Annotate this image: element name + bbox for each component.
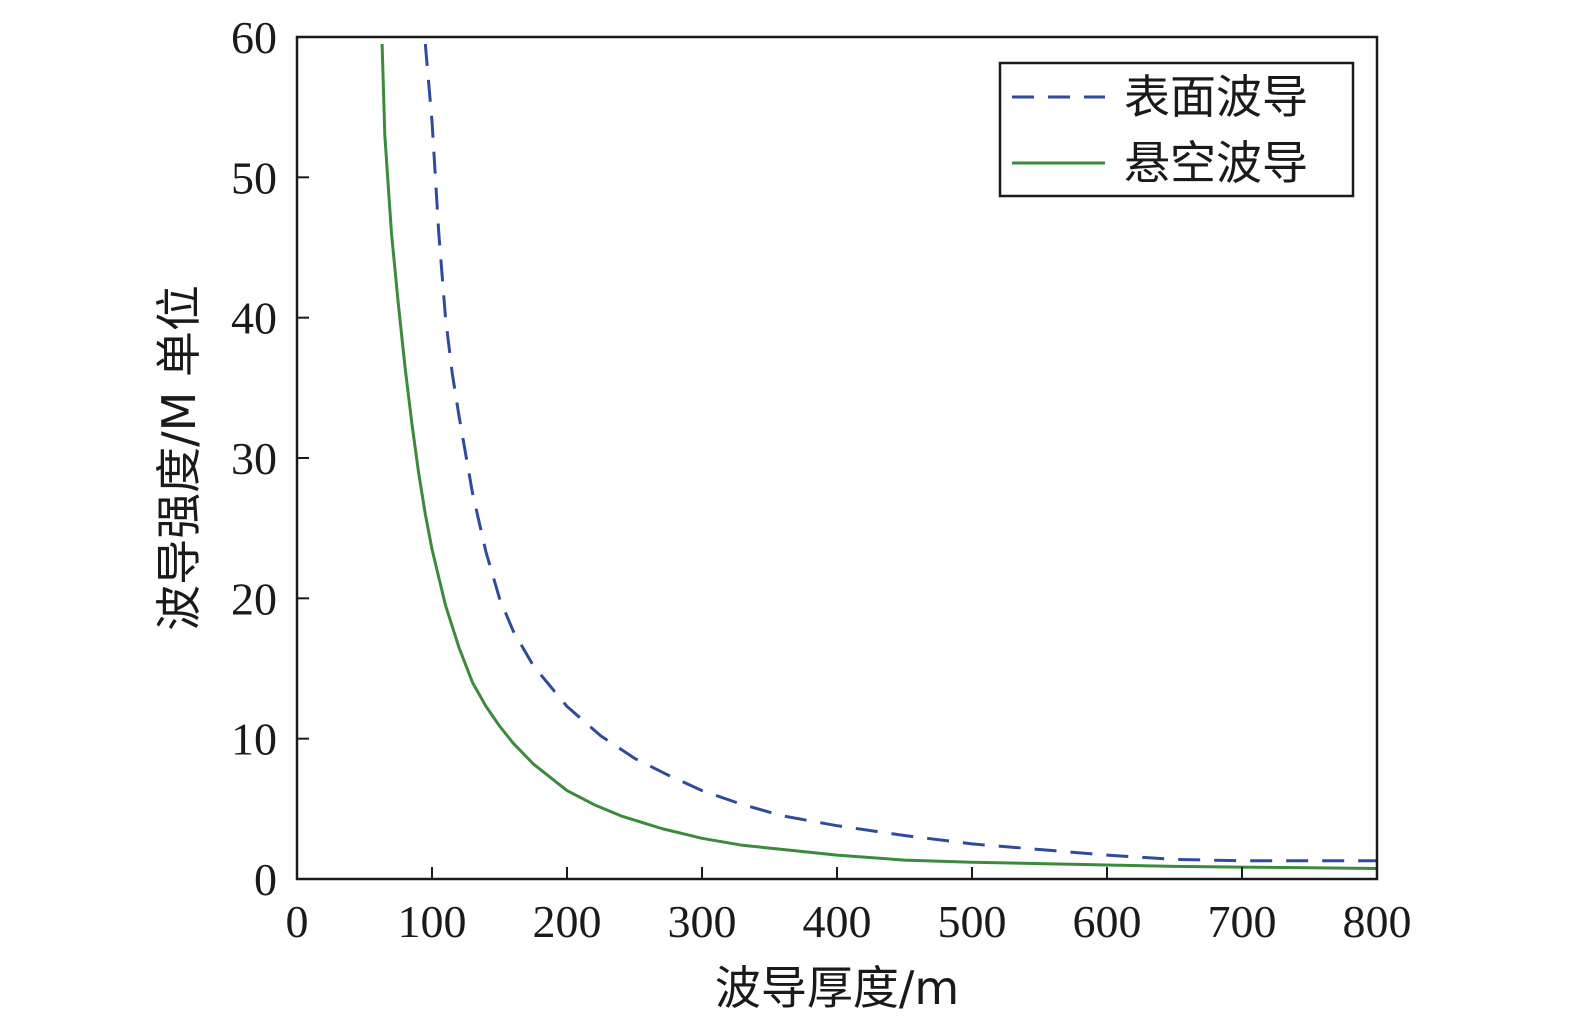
x-tick-label: 700 — [1208, 896, 1277, 947]
legend-box — [998, 61, 1355, 198]
x-tick-label: 600 — [1073, 896, 1142, 947]
legend-label-1: 表面波导 — [1124, 70, 1308, 124]
series-line-1 — [423, 43, 1377, 863]
y-axis-title: 波导强度/M 单位 — [152, 285, 206, 631]
series-line-2 — [380, 43, 1378, 870]
y-tick-label: 30 — [231, 433, 277, 484]
y-tick-label: 20 — [231, 573, 277, 624]
x-tick-label: 300 — [668, 896, 737, 947]
y-tick-label: 40 — [231, 293, 277, 344]
legend-label-2: 悬空波导 — [1124, 136, 1308, 190]
x-tick-label: 400 — [803, 896, 872, 947]
x-tick-label: 800 — [1343, 896, 1412, 947]
x-tick-label: 200 — [533, 896, 602, 947]
y-axis: 0 10 20 30 40 50 60 — [231, 12, 309, 905]
y-tick-label: 10 — [231, 714, 277, 765]
series-layer — [380, 43, 1378, 870]
x-axis: 0 100 200 300 400 500 600 700 800 — [286, 867, 1412, 947]
x-tick-label: 500 — [938, 896, 1007, 947]
y-tick-label: 0 — [254, 854, 277, 905]
y-tick-label: 50 — [231, 152, 277, 203]
x-axis-title: 波导厚度/m — [715, 961, 959, 1015]
x-tick-label: 0 — [286, 896, 309, 947]
x-tick-label: 100 — [398, 896, 467, 947]
y-tick-label: 60 — [231, 12, 277, 63]
